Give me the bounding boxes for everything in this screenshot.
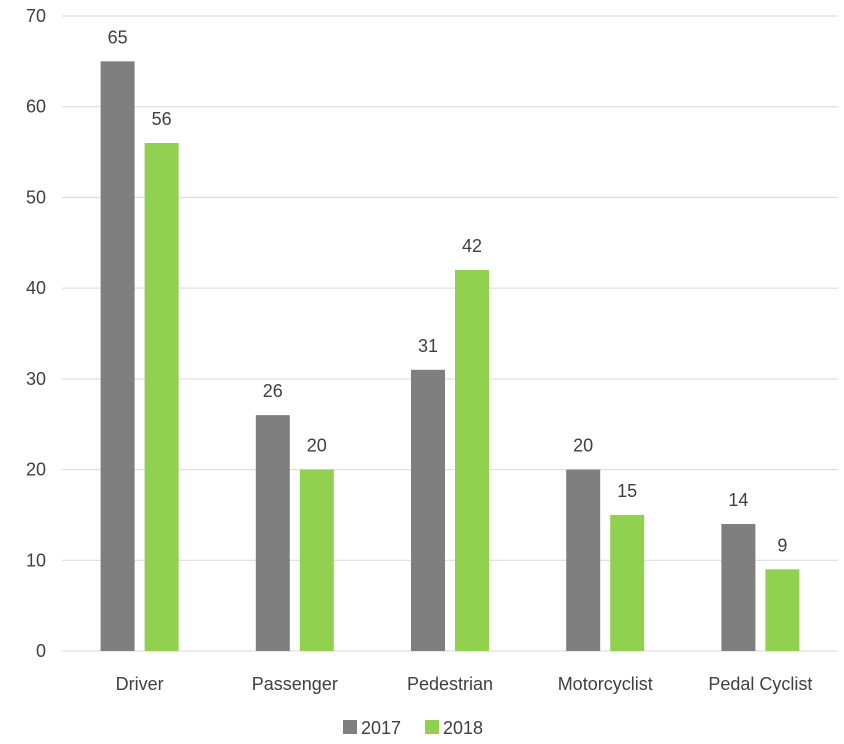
- bar-2017-pedestrian: [411, 369, 445, 651]
- legend-swatch-2018: [425, 720, 439, 734]
- bar-2017-driver: [100, 61, 135, 652]
- data-label: 9: [777, 535, 787, 555]
- legend-label: 2018: [443, 718, 483, 738]
- y-tick-label: 40: [26, 278, 46, 298]
- bar-2018-motorcyclist: [610, 514, 645, 651]
- bar-2018-pedal-cyclist: [765, 569, 800, 651]
- bars: [100, 61, 800, 652]
- data-label: 42: [462, 236, 482, 256]
- x-category-label: Driver: [116, 674, 164, 694]
- data-label: 56: [152, 109, 172, 129]
- y-tick-label: 30: [26, 369, 46, 389]
- data-label: 20: [573, 436, 593, 456]
- legend-label: 2017: [361, 718, 401, 738]
- data-label: 14: [728, 490, 748, 510]
- x-category-label: Motorcyclist: [558, 674, 653, 694]
- data-label: 65: [108, 27, 128, 47]
- bar-2018-passenger: [299, 469, 334, 651]
- y-axis-tick-labels: 0 10 20 30 40 50 60 70: [26, 6, 46, 661]
- y-tick-label: 70: [26, 6, 46, 26]
- bar-2018-driver: [144, 143, 179, 651]
- y-tick-label: 0: [36, 641, 46, 661]
- y-tick-label: 20: [26, 460, 46, 480]
- data-label: 20: [307, 436, 327, 456]
- data-label: 15: [617, 481, 637, 501]
- x-category-label: Pedal Cyclist: [708, 674, 812, 694]
- bar-2017-passenger: [255, 415, 290, 651]
- data-labels: 65 56 26 20 31 42 20 15 14 9: [108, 27, 788, 555]
- x-axis-category-labels: Driver Passenger Pedestrian Motorcyclist Ped…: [116, 674, 813, 694]
- data-label: 26: [263, 381, 283, 401]
- y-tick-label: 60: [26, 97, 46, 117]
- x-category-label: Passenger: [252, 674, 338, 694]
- bar-2018-pedestrian: [455, 270, 489, 651]
- x-category-label: Pedestrian: [407, 674, 493, 694]
- bar-2017-pedal-cyclist: [721, 524, 756, 651]
- bar-2017-motorcyclist: [566, 469, 601, 651]
- y-tick-label: 50: [26, 187, 46, 207]
- data-label: 31: [418, 336, 438, 356]
- gridlines: [62, 15, 838, 652]
- legend-swatch-2017: [343, 720, 357, 734]
- legend: 2017 2018: [343, 718, 483, 738]
- y-tick-label: 10: [26, 550, 46, 570]
